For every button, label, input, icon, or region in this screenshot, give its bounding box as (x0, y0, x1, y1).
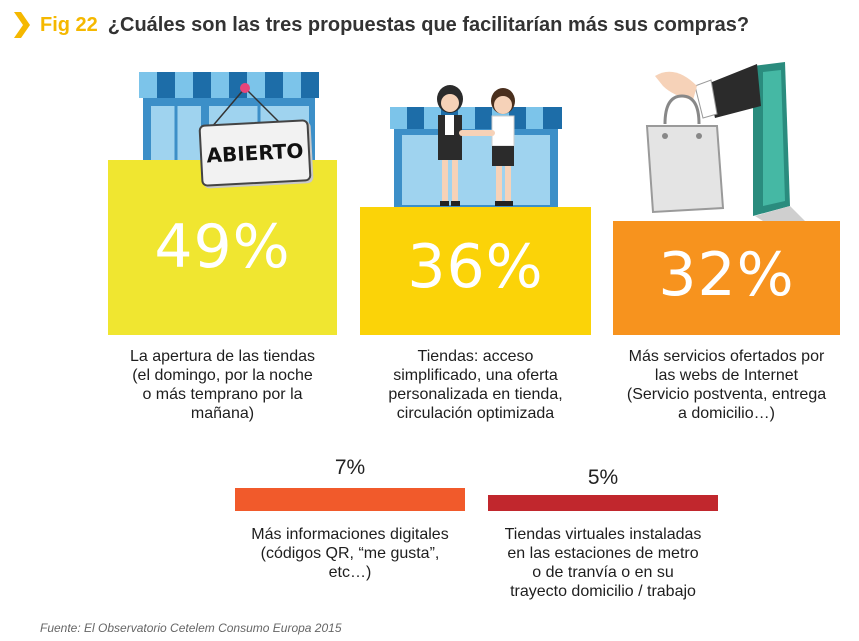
awning (139, 72, 319, 98)
stat-label-2-line: circulación optimizada (396, 405, 555, 422)
stat-bar-5 (488, 495, 718, 511)
open-sign-text: ABIERTO (205, 138, 305, 168)
stat-value-3: 32% (658, 240, 795, 310)
stat-label-2: Tiendas: acceso simplificado, una oferta… (355, 347, 596, 423)
stat-value-4: 7% (334, 456, 366, 479)
hand-sleeve-icon (655, 64, 761, 119)
stat-label-3-line: las webs de Internet (654, 367, 799, 384)
stat-label-4-line: (códigos QR, “me gusta”, (260, 545, 440, 562)
shopping-bag-icon (645, 94, 725, 214)
stat-label-1-line: o más temprano por la (142, 386, 303, 403)
stat-label-4-line: etc…) (328, 564, 372, 581)
stat-label-1: La apertura de las tiendas (el domingo, … (100, 347, 345, 423)
store-open-illustration (139, 72, 319, 186)
stat-block-3 (613, 221, 840, 335)
stat-block-2 (360, 207, 591, 335)
online-shopping-illustration (645, 62, 805, 221)
chevron-right-icon (14, 12, 30, 38)
source-note: Fuente: El Observatorio Cetelem Consumo … (40, 621, 342, 635)
stat-label-5-line: en las estaciones de metro (507, 545, 699, 562)
stat-value-2: 36% (407, 232, 544, 302)
figure-number: Fig 22 (40, 13, 98, 36)
stat-label-5: Tiendas virtuales instaladas en las esta… (478, 525, 728, 601)
stat-label-5-line: trayecto domicilio / trabajo (510, 583, 696, 600)
stat-label-1-line: La apertura de las tiendas (129, 348, 315, 365)
stat-label-2-line: Tiendas: acceso (417, 348, 534, 365)
stat-bar-4 (235, 488, 465, 511)
chart-title: ¿Cuáles son las tres propuestas que faci… (107, 13, 750, 36)
stat-label-1-line: (el domingo, por la noche (132, 367, 313, 384)
stat-block-1 (108, 160, 337, 335)
stat-value-5: 5% (587, 466, 619, 489)
stat-label-2-line: simplificado, una oferta (393, 367, 558, 384)
stat-label-3: Más servicios ofertados por las webs de … (600, 347, 853, 423)
stat-label-5-line: o de tranvía o en su (532, 564, 674, 581)
figure-header: Fig 22 ¿Cuáles son las tres propuestas q… (14, 12, 749, 38)
stat-label-1-line: mañana) (190, 405, 255, 422)
stat-label-3-line: (Servicio postventa, entrega (626, 386, 827, 403)
stat-label-4: Más informaciones digitales (códigos QR,… (225, 525, 475, 582)
person-left-icon (437, 85, 463, 206)
stat-label-4-line: Más informaciones digitales (251, 526, 449, 543)
stat-value-1: 49% (154, 212, 291, 282)
store-handshake-illustration (390, 85, 562, 210)
stat-label-3-line: Más servicios ofertados por (628, 348, 825, 365)
open-sign: ABIERTO (198, 119, 312, 187)
person-right-icon (491, 88, 515, 206)
stat-label-2-line: personalizada en tienda, (388, 386, 563, 403)
awning (390, 107, 562, 129)
stat-label-3-line: a domicilio…) (678, 405, 775, 422)
stat-label-5-line: Tiendas virtuales instaladas (504, 526, 702, 543)
